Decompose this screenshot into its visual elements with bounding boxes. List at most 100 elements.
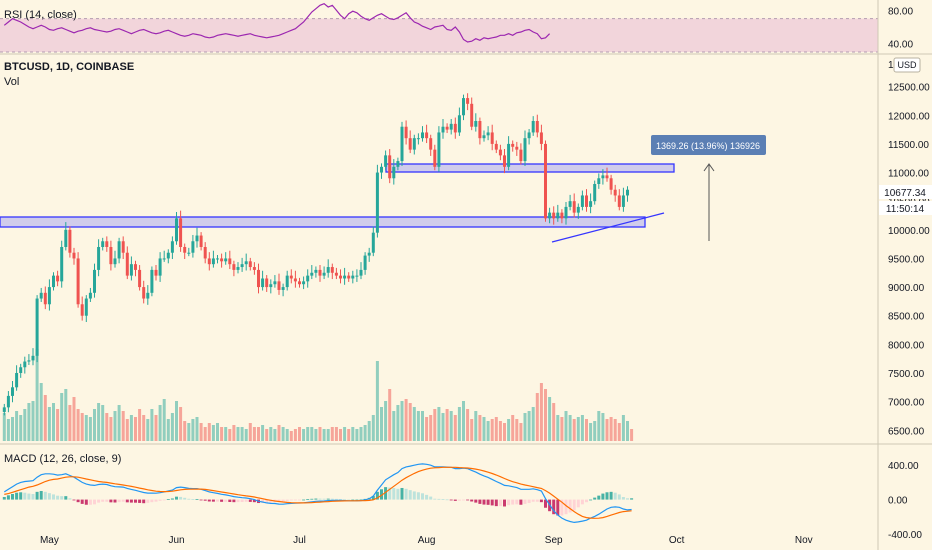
candle-body-38 — [158, 258, 162, 276]
volume-bar-81 — [334, 427, 338, 441]
candle-body-136 — [560, 212, 564, 219]
candle-body-120 — [494, 143, 498, 150]
candle-body-105 — [433, 149, 437, 167]
volume-bar-26 — [109, 417, 113, 441]
price-pane[interactable]: 1369.26 (13.96%) 136926 BTCUSD, 1D, COIN… — [0, 57, 932, 441]
macd-hist-bar-147 — [605, 492, 609, 500]
volume-bar-31 — [129, 415, 133, 441]
macd-hist-bar-25 — [105, 499, 109, 502]
support-zone[interactable] — [0, 216, 646, 228]
candle-body-36 — [150, 269, 154, 293]
macd-hist-bar-97 — [400, 487, 404, 500]
candle-body-2 — [11, 387, 14, 396]
ascending-trendline[interactable] — [551, 212, 665, 243]
volume-bar-69 — [285, 429, 289, 441]
candle-body-8 — [35, 298, 39, 356]
macd-pane[interactable]: MACD (12, 26, close, 9) 400.00 0.00 -400.0… — [2, 453, 923, 541]
candle-body-22 — [93, 269, 96, 293]
volume-bar-134 — [552, 403, 556, 441]
candle-body-85 — [351, 275, 355, 279]
rsi-tick-0: 80.00 — [888, 6, 913, 17]
volume-bar-147 — [605, 419, 609, 441]
candle-body-57 — [236, 267, 240, 270]
volume-bar-87 — [359, 427, 363, 441]
candle-body-127 — [523, 138, 527, 162]
price-tick-13: 6500.00 — [888, 426, 925, 437]
candle-body-111 — [457, 115, 461, 133]
rsi-pane[interactable]: RSI (14, close) 80.00 40.00 — [0, 3, 913, 53]
candle-body-142 — [585, 195, 588, 207]
macd-hist-bar-63 — [261, 499, 265, 503]
volume-bar-5 — [23, 409, 27, 441]
macd-hist-bar-116 — [478, 499, 482, 504]
macd-hist-bar-151 — [621, 497, 625, 500]
volume-bar-3 — [15, 411, 19, 441]
volume-bar-95 — [392, 411, 396, 441]
volume-bar-120 — [494, 417, 498, 441]
candle-body-121 — [498, 149, 502, 156]
volume-bar-106 — [437, 407, 441, 441]
macd-hist-bar-45 — [187, 498, 191, 500]
time-tick-5: Oct — [669, 535, 685, 546]
volume-bar-78 — [322, 429, 326, 441]
candle-body-43 — [179, 218, 183, 247]
currency-badge[interactable] — [893, 57, 921, 73]
candle-body-122 — [503, 155, 506, 167]
candle-body-147 — [605, 175, 609, 179]
volume-bar-144 — [593, 421, 597, 441]
macd-hist-bar-6 — [27, 493, 31, 500]
candle-body-89 — [367, 252, 371, 256]
candle-body-58 — [240, 264, 244, 268]
candle-body-107 — [441, 126, 445, 133]
candle-body-4 — [19, 367, 23, 373]
measure-label-box[interactable] — [651, 135, 766, 155]
macd-hist-bar-135 — [556, 499, 560, 516]
macd-hist-bar-122 — [503, 499, 506, 507]
volume-bar-76 — [314, 429, 318, 441]
candle-body-63 — [261, 278, 265, 288]
candle-body-119 — [490, 132, 494, 144]
candle-body-21 — [88, 292, 92, 299]
macd-hist-bar-132 — [544, 499, 547, 508]
candle-body-81 — [334, 272, 338, 276]
time-tick-3: Aug — [418, 535, 436, 546]
volume-bar-135 — [556, 415, 560, 441]
macd-hist-bar-108 — [445, 499, 449, 501]
candle-body-141 — [580, 195, 584, 207]
volume-bar-16 — [68, 405, 72, 441]
macd-hist-bar-55 — [228, 499, 232, 502]
candle-body-28 — [117, 241, 121, 259]
volume-bar-73 — [302, 429, 306, 441]
candle-body-67 — [277, 281, 281, 290]
volume-bar-92 — [380, 407, 383, 441]
time-tick-6: Nov — [795, 535, 813, 546]
volume-bar-125 — [515, 419, 519, 441]
candle-body-97 — [400, 126, 404, 162]
macd-hist-bar-118 — [486, 499, 490, 505]
macd-tick-0: 400.00 — [888, 461, 919, 472]
volume-bar-93 — [384, 401, 388, 441]
macd-hist-bar-37 — [154, 499, 158, 502]
candle-body-32 — [134, 264, 137, 270]
candle-body-18 — [76, 258, 80, 305]
macd-hist-bar-50 — [207, 499, 211, 502]
candle-body-133 — [548, 212, 552, 219]
candle-body-108 — [445, 126, 449, 130]
candle-body-40 — [166, 252, 170, 259]
volume-bar-145 — [597, 411, 601, 441]
macd-hist-bar-121 — [498, 499, 502, 507]
price-tick-3: 11500.00 — [888, 140, 929, 151]
resistance-zone[interactable] — [385, 163, 675, 173]
volume-bar-146 — [601, 413, 605, 441]
volume-bar-43 — [179, 407, 183, 441]
volume-bar-89 — [367, 421, 371, 441]
macd-hist-bar-101 — [416, 492, 420, 500]
candlesticks — [2, 93, 629, 416]
volume-bar-64 — [265, 429, 269, 441]
macd-hist-bar-59 — [244, 499, 248, 502]
macd-hist-bar-80 — [330, 498, 334, 500]
macd-hist-bar-24 — [101, 499, 105, 502]
volume-bar-72 — [298, 427, 301, 441]
volume-bar-129 — [531, 407, 535, 441]
